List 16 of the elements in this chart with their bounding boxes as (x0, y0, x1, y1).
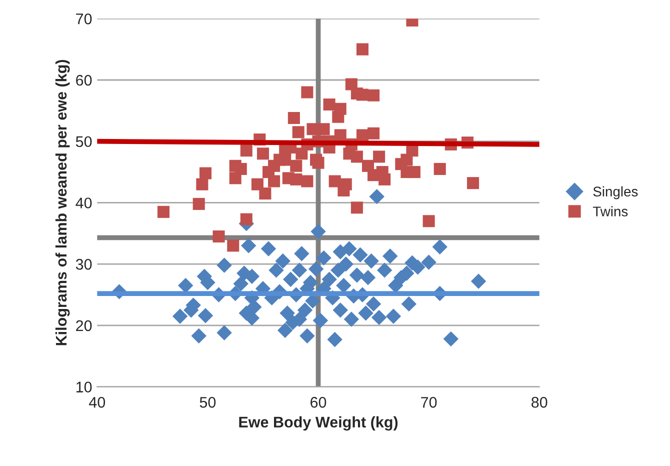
x-axis-title: Ewe Body Weight (kg) (239, 416, 398, 431)
legend-label: Twins (592, 206, 628, 216)
y-tick-label: 40 (76, 198, 92, 208)
x-tick-label: 50 (200, 396, 216, 408)
y-tick-label: 30 (76, 258, 92, 270)
y-tick-label: 10 (76, 382, 92, 392)
y-tick-label: 60 (76, 74, 92, 86)
x-tick-label: 40 (89, 396, 106, 408)
y-tick-label: 50 (76, 136, 92, 148)
y-axis-title: Kilograms of lamb weaned per ewe (kg) (55, 60, 70, 346)
x-tick-label: 70 (421, 396, 437, 408)
x-tick-label: 80 (532, 396, 548, 408)
legend-label: Singles (593, 186, 638, 200)
y-tick-label: 20 (76, 320, 92, 332)
y-tick-label: 70 (76, 14, 92, 24)
x-tick-label: 60 (310, 396, 326, 408)
